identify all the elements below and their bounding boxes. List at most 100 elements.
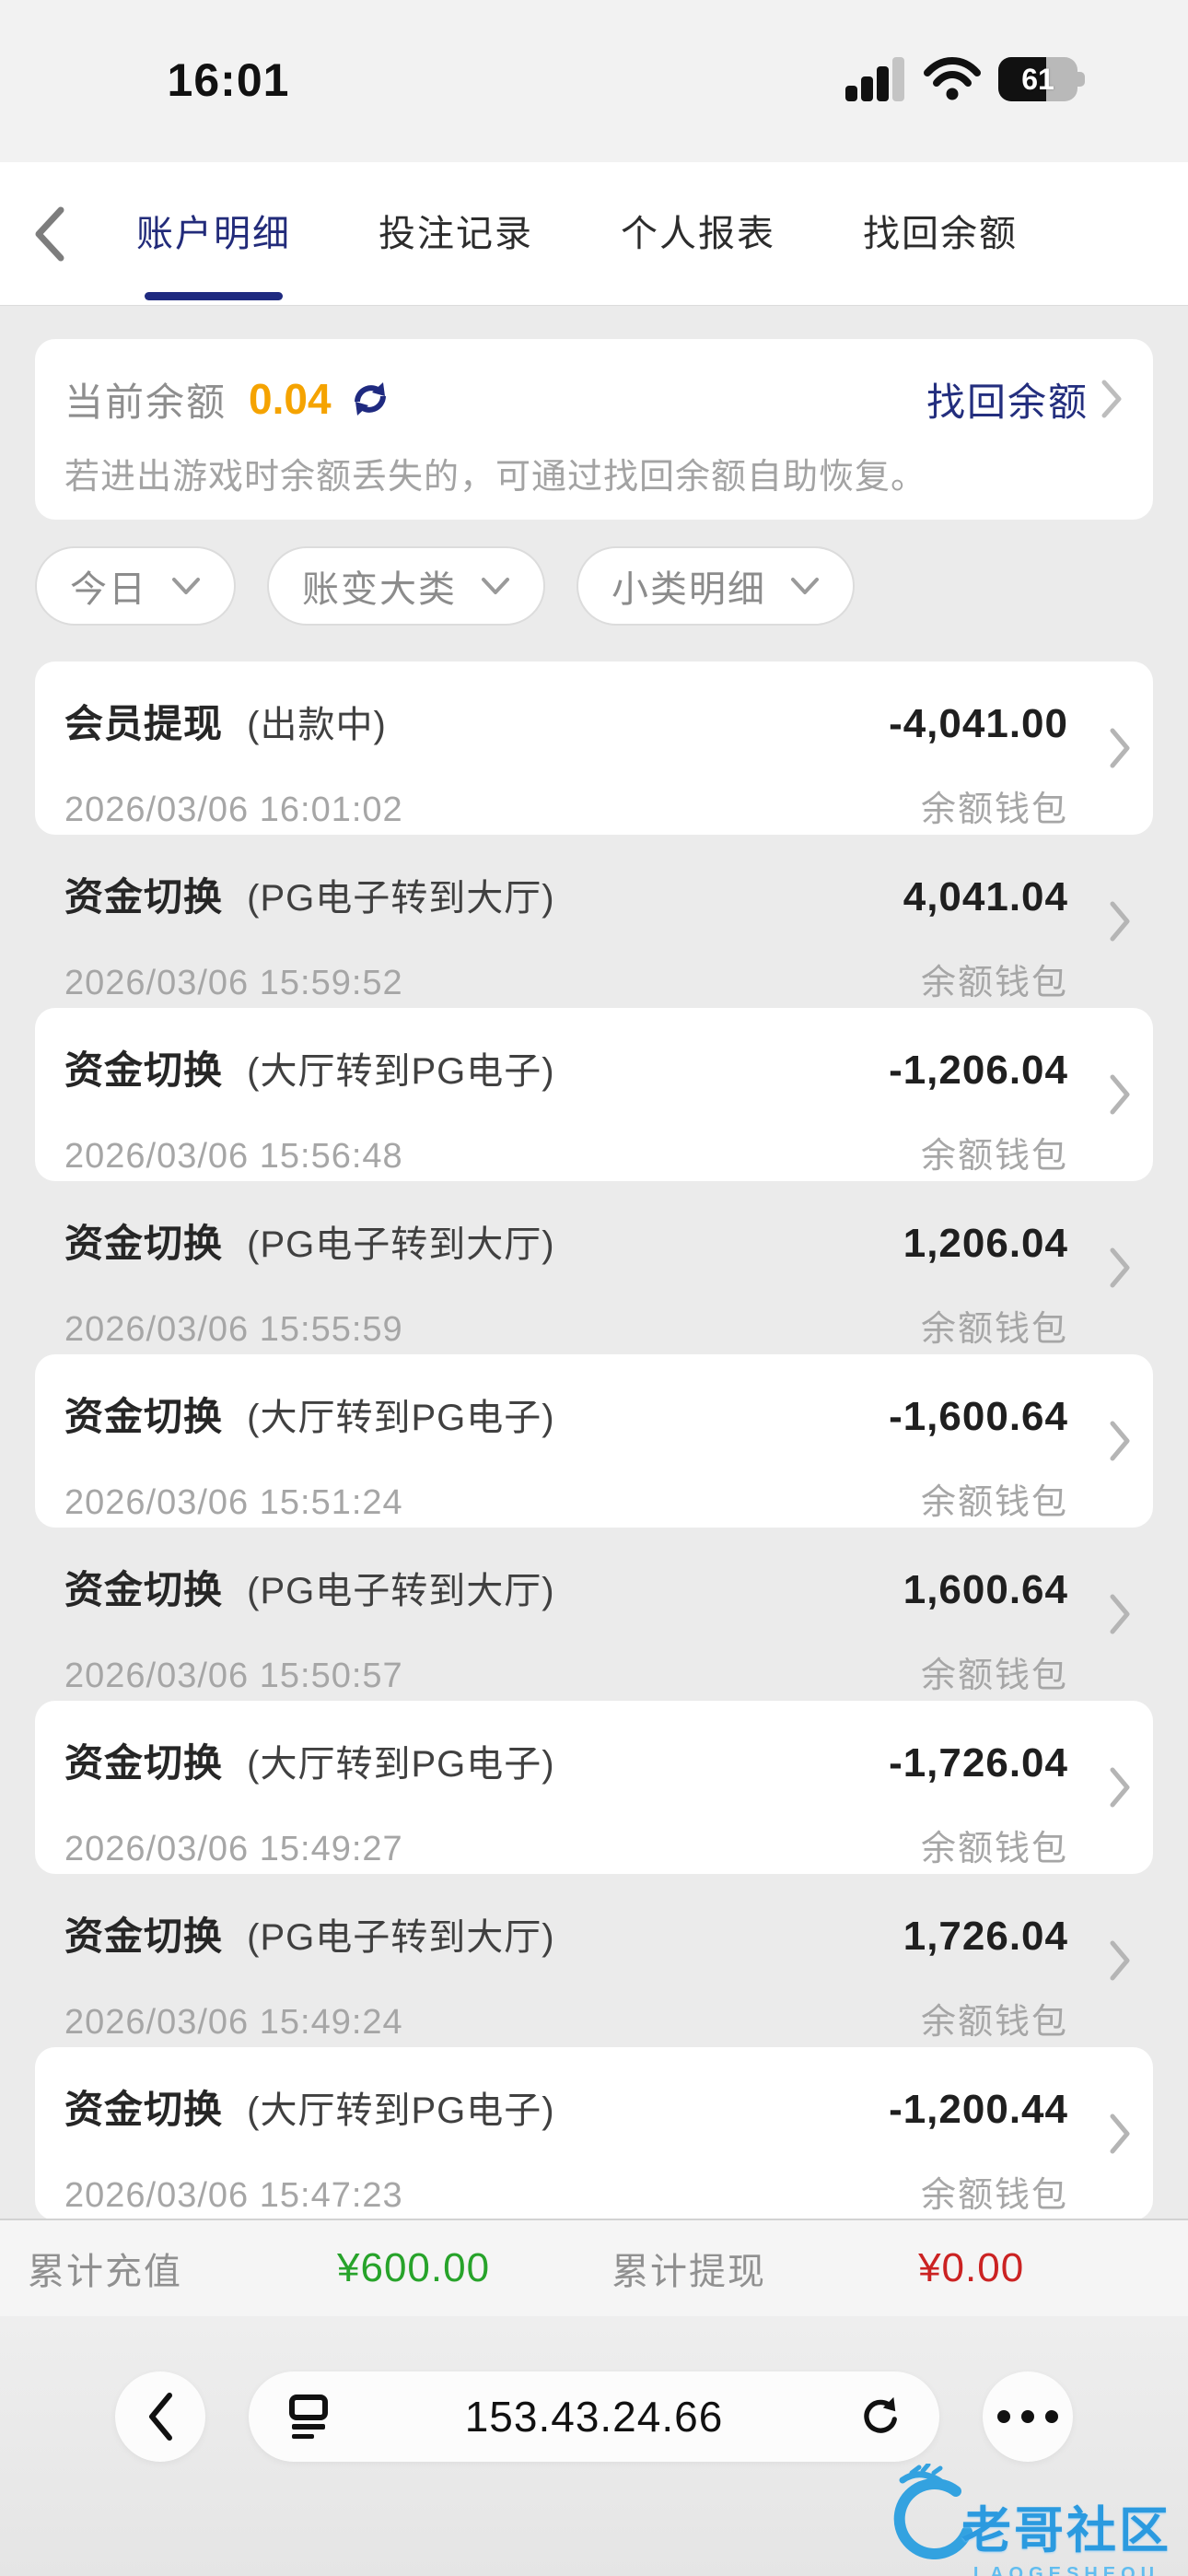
chevron-right-icon <box>1110 1594 1130 1634</box>
tx-amount: 4,041.04 <box>903 874 1068 919</box>
chevron-right-icon <box>1110 1421 1130 1461</box>
refresh-balance-icon[interactable] <box>348 377 392 421</box>
transaction-row[interactable]: 资金切换 (大厅转到PG电子) -1,726.04 2026/03/06 15:… <box>35 1701 1153 1874</box>
battery-icon: 61 <box>998 57 1085 101</box>
nav-tabs: 账户明细 投注记录 个人报表 找回余额 <box>136 208 1018 260</box>
transaction-row[interactable]: 资金切换 (PG电子转到大厅) 4,041.04 2026/03/06 15:5… <box>35 835 1153 1008</box>
nav-tab[interactable]: 个人报表 <box>621 213 775 254</box>
browser-menu-button[interactable] <box>983 2371 1073 2462</box>
ellipsis-icon <box>997 2410 1058 2423</box>
tx-wallet: 余额钱包 <box>920 2003 1068 2042</box>
tx-title: 资金切换 <box>64 875 224 919</box>
tx-time: 2026/03/06 15:55:59 <box>64 1310 403 1349</box>
transaction-row[interactable]: 资金切换 (PG电子转到大厅) 1,600.64 2026/03/06 15:5… <box>35 1528 1153 1701</box>
tx-wallet: 余额钱包 <box>920 964 1068 1002</box>
recover-balance-label: 找回余额 <box>926 380 1089 424</box>
tx-time: 2026/03/06 15:59:52 <box>64 964 403 1002</box>
filter-label: 小类明细 <box>611 569 766 610</box>
nav-tab[interactable]: 找回余额 <box>863 213 1018 254</box>
tx-title: 会员提现 <box>64 702 224 745</box>
tx-title: 资金切换 <box>64 1568 224 1611</box>
chevron-right-icon <box>1110 1940 1130 1981</box>
watermark: 老哥社区 LAOGESHEQU <box>875 2464 1171 2576</box>
total-deposit-value: ¥600.00 <box>337 2245 491 2290</box>
balance-card: 当前余额 0.04 找回余额 若进出游戏时余额丢失的，可通过找回余额自助恢复。 <box>35 339 1153 520</box>
cellular-signal-icon <box>845 57 904 101</box>
tx-amount: -1,726.04 <box>889 1740 1068 1786</box>
total-withdraw-value: ¥0.00 <box>918 2245 1025 2290</box>
status-icons: 61 <box>845 55 1085 103</box>
transaction-list: 会员提现 (出款中) -4,041.00 2026/03/06 16:01:02… <box>0 662 1188 2220</box>
tx-wallet: 余额钱包 <box>920 1137 1068 1176</box>
tab-switcher-icon[interactable] <box>287 2395 330 2439</box>
tx-amount: 1,206.04 <box>903 1221 1068 1266</box>
transaction-row[interactable]: 资金切换 (PG电子转到大厅) 1,206.04 2026/03/06 15:5… <box>35 1181 1153 1354</box>
recover-balance-link[interactable]: 找回余额 <box>926 371 1124 427</box>
tx-amount: -1,200.44 <box>889 2087 1068 2132</box>
back-chevron-icon <box>149 2393 172 2441</box>
chevron-down-icon <box>482 578 509 594</box>
chevron-right-icon <box>1110 901 1130 942</box>
status-bar: 16:01 61 <box>0 0 1188 162</box>
transaction-row[interactable]: 会员提现 (出款中) -4,041.00 2026/03/06 16:01:02… <box>35 662 1153 835</box>
tx-time: 2026/03/06 16:01:02 <box>64 790 403 829</box>
tx-wallet: 余额钱包 <box>920 790 1068 829</box>
chevron-right-icon <box>1110 1074 1130 1115</box>
balance-label: 当前余额 <box>64 380 227 424</box>
chevron-right-icon <box>1110 2113 1130 2154</box>
tx-title: 资金切换 <box>64 1395 224 1438</box>
transaction-row[interactable]: 资金切换 (PG电子转到大厅) 1,726.04 2026/03/06 15:4… <box>35 1874 1153 2047</box>
filter-dropdown[interactable]: 今日 <box>35 546 236 626</box>
address-bar[interactable]: 153.43.24.66 <box>249 2371 939 2462</box>
tx-wallet: 余额钱包 <box>920 2176 1068 2215</box>
chevron-right-icon <box>1110 728 1130 768</box>
total-deposit-label: 累计充值 <box>28 2252 182 2292</box>
filter-dropdown[interactable]: 账变大类 <box>267 546 545 626</box>
chevron-down-icon <box>791 578 819 594</box>
transaction-row[interactable]: 资金切换 (大厅转到PG电子) -1,600.64 2026/03/06 15:… <box>35 1354 1153 1528</box>
chevron-down-icon <box>172 578 200 594</box>
watermark-logo-icon <box>893 2464 973 2559</box>
tx-time: 2026/03/06 15:51:24 <box>64 1483 403 1522</box>
tx-time: 2026/03/06 15:56:48 <box>64 1137 403 1176</box>
nav-tab[interactable]: 投注记录 <box>379 213 533 254</box>
tx-detail: (PG电子转到大厅) <box>236 1917 555 1958</box>
tx-detail: (PG电子转到大厅) <box>236 1224 555 1265</box>
tx-amount: -4,041.00 <box>889 701 1068 746</box>
tx-amount: -1,600.64 <box>889 1394 1068 1439</box>
tx-detail: (大厅转到PG电子) <box>236 1744 555 1785</box>
battery-percent: 61 <box>1021 62 1054 96</box>
tx-wallet: 余额钱包 <box>920 1310 1068 1349</box>
url-text[interactable]: 153.43.24.66 <box>464 2393 724 2441</box>
status-time: 16:01 <box>167 54 290 106</box>
tx-title: 资金切换 <box>64 1222 224 1265</box>
transaction-row[interactable]: 资金切换 (大厅转到PG电子) -1,200.44 2026/03/06 15:… <box>35 2047 1153 2220</box>
chevron-right-icon <box>1101 380 1122 418</box>
tx-wallet: 余额钱包 <box>920 1657 1068 1695</box>
nav-tab[interactable]: 账户明细 <box>136 208 291 260</box>
tx-wallet: 余额钱包 <box>920 1830 1068 1868</box>
tx-detail: (PG电子转到大厅) <box>236 878 555 919</box>
tx-wallet: 余额钱包 <box>920 1483 1068 1522</box>
tx-title: 资金切换 <box>64 1914 224 1958</box>
browser-back-button[interactable] <box>115 2371 205 2462</box>
balance-value: 0.04 <box>249 375 332 423</box>
transaction-row[interactable]: 资金切换 (大厅转到PG电子) -1,206.04 2026/03/06 15:… <box>35 1008 1153 1181</box>
tx-title: 资金切换 <box>64 2088 224 2131</box>
tx-time: 2026/03/06 15:47:23 <box>64 2176 403 2215</box>
wifi-icon <box>924 57 981 100</box>
back-icon[interactable] <box>29 205 70 263</box>
reload-icon[interactable] <box>858 2395 901 2439</box>
filter-bar: 今日 账变大类 小类明细 <box>35 546 1153 626</box>
tx-amount: -1,206.04 <box>889 1048 1068 1093</box>
tx-detail: (PG电子转到大厅) <box>236 1571 555 1611</box>
filter-dropdown[interactable]: 小类明细 <box>577 546 855 626</box>
nav-bar: 账户明细 投注记录 个人报表 找回余额 <box>0 162 1188 306</box>
tx-detail: (大厅转到PG电子) <box>236 2090 555 2131</box>
total-withdraw-label: 累计提现 <box>611 2252 767 2292</box>
filter-label: 今日 <box>70 569 147 610</box>
tx-title: 资金切换 <box>64 1048 224 1092</box>
browser-chrome: 153.43.24.66 老哥社区 LAOGESHEQU <box>0 2316 1188 2576</box>
filter-label: 账变大类 <box>302 569 457 610</box>
tx-detail: (出款中) <box>236 705 387 745</box>
